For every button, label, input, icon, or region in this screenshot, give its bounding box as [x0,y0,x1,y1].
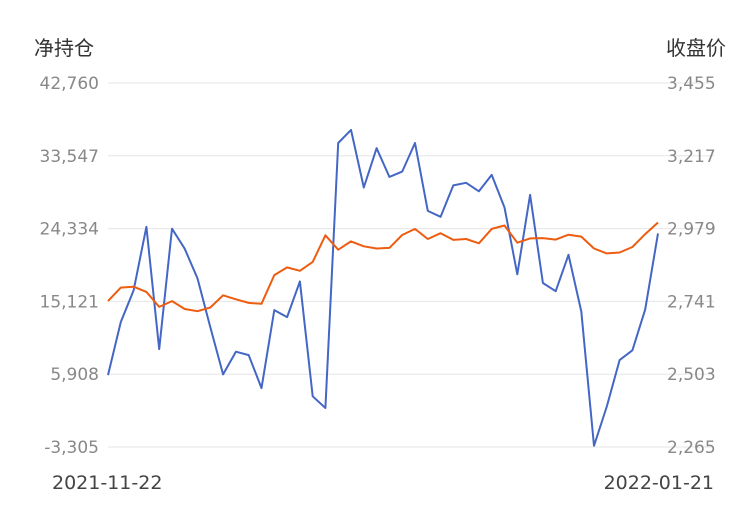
left-tick-label: 42,760 [40,74,99,94]
right-tick-label: 3,455 [667,74,716,94]
right-axis-title: 收盘价 [666,36,726,60]
gridlines [108,82,714,448]
left-tick-label: -3,305 [44,438,99,458]
right-tick-label: 3,217 [667,147,716,167]
right-tick-label: 2,741 [667,292,716,312]
right-axis-ticks: 3,455 3,217 2,979 2,741 2,503 2,265 [667,74,716,458]
left-axis-ticks: 42,760 33,547 24,334 15,121 5,908 -3,305 [40,74,99,458]
left-tick-label: 15,121 [40,292,99,312]
left-axis-title: 净持仓 [34,36,94,60]
left-tick-label: 33,547 [40,147,99,167]
right-tick-label: 2,503 [667,365,716,385]
right-tick-label: 2,979 [667,220,716,240]
right-tick-label: 2,265 [667,438,716,458]
close-price-line [107,221,659,313]
x-start-label: 2021-11-22 [52,472,162,494]
net-position-line [107,128,659,447]
x-end-label: 2022-01-21 [604,472,714,494]
left-tick-label: 5,908 [50,365,99,385]
left-tick-label: 24,334 [40,220,99,240]
